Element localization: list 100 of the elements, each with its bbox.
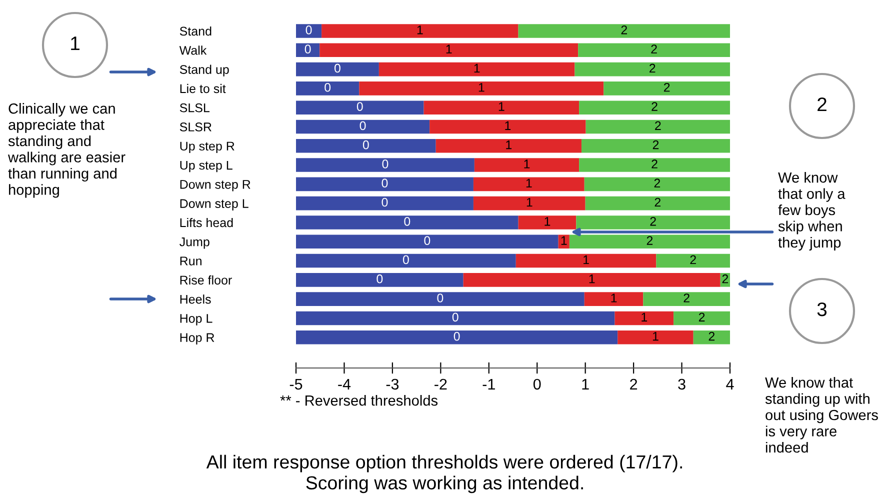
bar bbox=[296, 158, 474, 172]
text: We know that only a few boys skip when they jump bbox=[778, 172, 846, 251]
text: 2 bbox=[646, 236, 653, 245]
bar bbox=[473, 196, 586, 210]
text: 2 bbox=[690, 255, 696, 264]
bar bbox=[424, 100, 580, 114]
y-tick-label: Run bbox=[180, 256, 202, 266]
text: Clinically we can appreciate that standing and walking are easier than running and hopping bbox=[8, 103, 126, 198]
text: 0 bbox=[324, 82, 331, 92]
x-tick-label: -4 bbox=[338, 378, 351, 390]
annotation: 1 bbox=[417, 26, 423, 34]
bar bbox=[518, 216, 576, 230]
bar bbox=[473, 177, 584, 192]
bar bbox=[296, 196, 474, 210]
text: 1 bbox=[652, 332, 658, 341]
text: 1 bbox=[526, 198, 532, 207]
bar bbox=[296, 330, 618, 344]
x-tick-label: -1 bbox=[482, 378, 495, 390]
text: 0 bbox=[356, 102, 363, 111]
bar bbox=[656, 254, 730, 268]
y-tick-label: Stand up bbox=[180, 64, 229, 76]
bar bbox=[584, 177, 730, 192]
bar bbox=[576, 216, 730, 230]
bar bbox=[359, 82, 604, 96]
bar bbox=[586, 120, 730, 134]
text: 1 bbox=[474, 64, 480, 73]
text: 2 bbox=[664, 82, 670, 92]
text: 1 bbox=[71, 36, 80, 50]
bar bbox=[474, 158, 580, 172]
text: 0 bbox=[382, 178, 388, 188]
bar bbox=[296, 254, 516, 268]
text: 1 bbox=[544, 217, 550, 226]
text: 1 bbox=[506, 140, 512, 150]
text: 2 bbox=[650, 64, 656, 73]
x-tick-label: 0 bbox=[533, 378, 541, 390]
text: 1 bbox=[505, 121, 511, 130]
text: 0 bbox=[402, 255, 409, 264]
y-tick-label: Lifts head bbox=[180, 218, 233, 228]
y-tick-label: Hop L bbox=[180, 314, 212, 326]
x-tick-label: 1 bbox=[582, 378, 589, 390]
text: 1 bbox=[498, 102, 504, 111]
bar bbox=[693, 330, 730, 344]
bar bbox=[296, 234, 558, 249]
y-tick-label: Down step L bbox=[180, 199, 248, 210]
text: 0 bbox=[360, 121, 366, 130]
y-tick-label: Heels bbox=[180, 294, 211, 304]
text: 2 bbox=[652, 160, 658, 168]
text: 2 bbox=[655, 121, 661, 130]
annotation: 2 bbox=[621, 26, 627, 34]
text: 0 bbox=[376, 274, 383, 284]
text: 1 bbox=[446, 44, 452, 54]
x-tick-label: -3 bbox=[386, 378, 399, 390]
text: 3 bbox=[817, 302, 827, 316]
bar bbox=[296, 82, 360, 96]
bar bbox=[618, 330, 694, 344]
y-tick-label: Hop R bbox=[180, 333, 214, 344]
bar bbox=[436, 138, 582, 153]
text: All item response option thresholds were ordered (17/17). Scoring was working as intended. bbox=[206, 454, 682, 494]
y-tick-label: Stand bbox=[180, 26, 212, 36]
bar bbox=[585, 196, 730, 210]
x-tick-label: -2 bbox=[434, 378, 447, 390]
y-tick-label: Rise floor bbox=[180, 275, 232, 285]
bar bbox=[296, 273, 464, 287]
text: 0 bbox=[382, 198, 388, 207]
bar bbox=[322, 24, 518, 38]
x-tick-label: 3 bbox=[678, 378, 686, 390]
bar bbox=[569, 234, 730, 249]
text: 0 bbox=[382, 160, 388, 168]
text: 1 bbox=[561, 236, 567, 245]
bar bbox=[296, 24, 322, 38]
bar bbox=[518, 24, 730, 38]
text: 2 bbox=[684, 294, 690, 302]
bar bbox=[643, 292, 730, 306]
bar bbox=[574, 62, 730, 76]
x-tick-label: 4 bbox=[726, 378, 734, 390]
bar bbox=[296, 43, 320, 58]
text: 2 bbox=[818, 97, 826, 112]
text: 0 bbox=[306, 26, 312, 34]
text: 1 bbox=[526, 178, 532, 188]
y-tick-label: Up step R bbox=[180, 142, 234, 154]
text: 1 bbox=[478, 83, 484, 92]
y-tick-label: Down step R bbox=[180, 180, 250, 192]
bar bbox=[296, 311, 615, 326]
text: 0 bbox=[424, 236, 430, 245]
bar bbox=[579, 158, 730, 172]
series-label: 0 bbox=[362, 140, 369, 150]
y-tick-label: Lie to sit bbox=[180, 84, 226, 94]
text: 0 bbox=[304, 44, 311, 54]
bar bbox=[296, 100, 424, 114]
text: 2 bbox=[654, 178, 660, 188]
y-tick-label: Up step L bbox=[180, 160, 232, 172]
bar bbox=[579, 100, 730, 114]
text: 0 bbox=[454, 332, 460, 341]
text: 0 bbox=[334, 64, 340, 73]
text: 0 bbox=[437, 294, 444, 302]
bar bbox=[578, 43, 730, 58]
y-tick-label: Walk bbox=[179, 46, 207, 55]
bar bbox=[378, 62, 575, 76]
text: 1 bbox=[589, 274, 595, 284]
bar bbox=[320, 43, 578, 58]
